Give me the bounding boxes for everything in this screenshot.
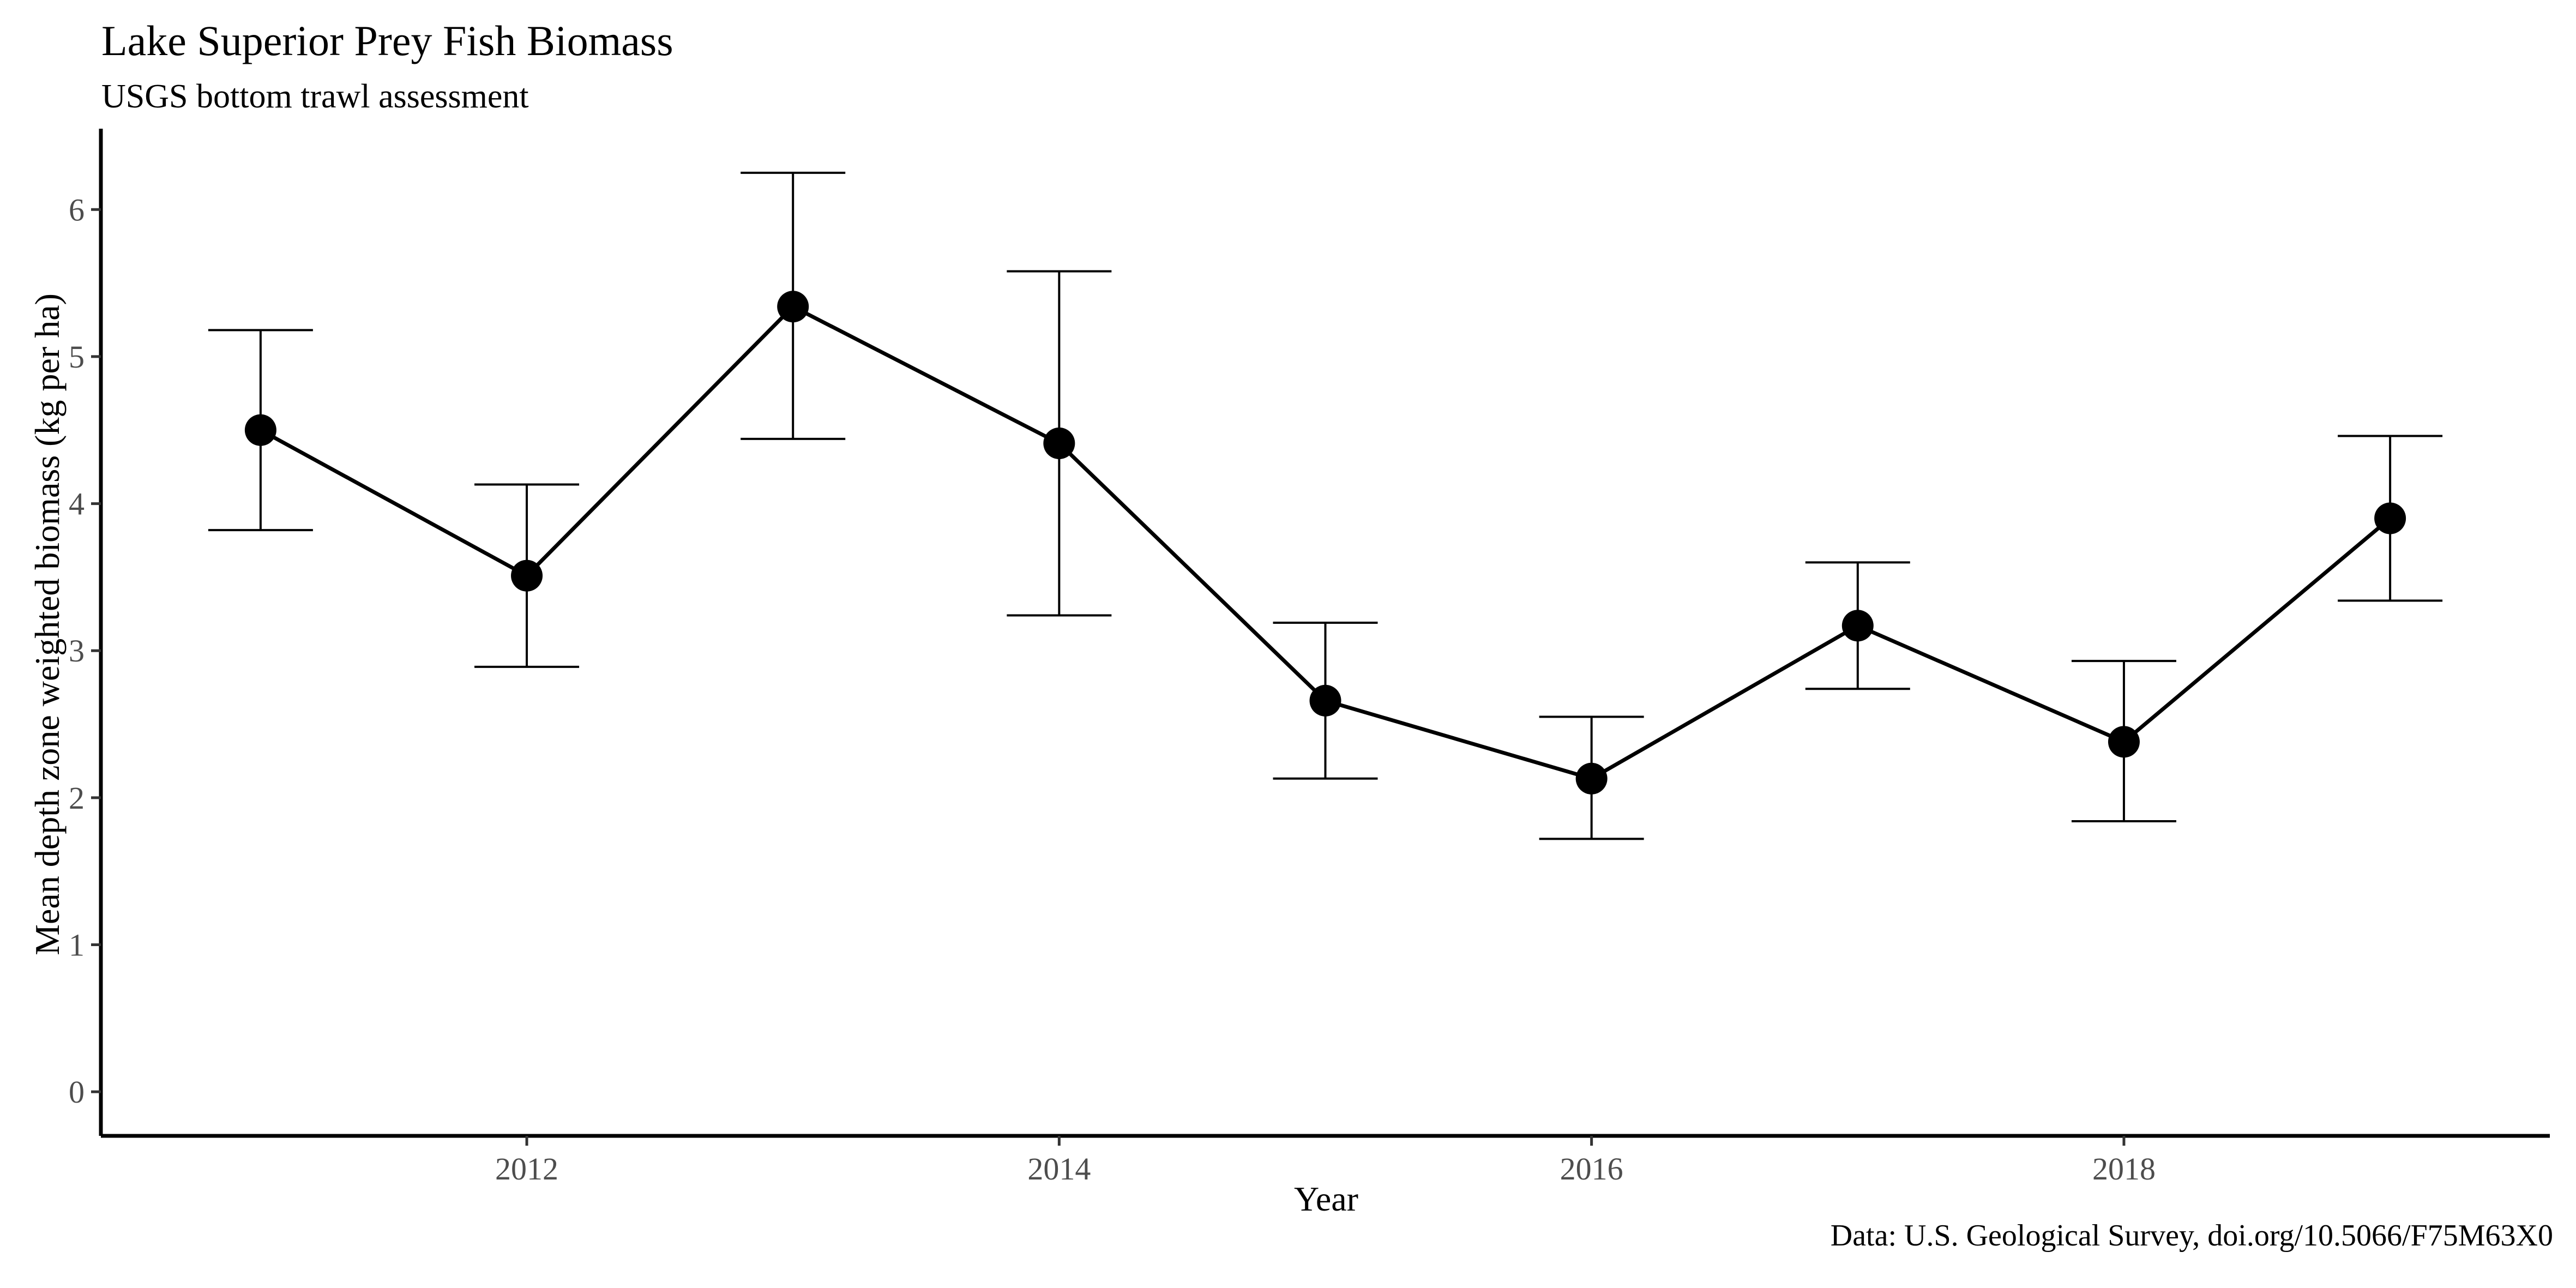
error-bars (208, 171, 2443, 840)
y-tick-label: 2 (69, 780, 85, 816)
axes (99, 129, 2550, 1138)
x-axis-title: Year (1294, 1179, 1358, 1218)
x-tick-label: 2016 (1560, 1151, 1623, 1187)
data-point (244, 414, 276, 446)
chart-subtitle: USGS bottom trawl assessment (101, 78, 529, 115)
x-tick-label: 2012 (495, 1151, 558, 1187)
data-point (511, 559, 543, 592)
x-tick-label: 2014 (1027, 1151, 1091, 1187)
y-tick-label: 4 (69, 486, 85, 522)
x-tick-label: 2018 (2092, 1151, 2156, 1187)
data-points (244, 291, 2406, 795)
data-point (2374, 502, 2406, 534)
y-tick-label: 1 (69, 927, 85, 962)
y-tick-label: 6 (69, 192, 85, 227)
data-point (1309, 684, 1341, 717)
data-point (777, 291, 809, 323)
y-axis-title: Mean depth zone weighted biomass (kg per… (28, 293, 67, 955)
y-tick-label: 0 (69, 1074, 85, 1110)
data-point (1043, 428, 1075, 460)
y-axis-ticks: 0 1 2 3 4 5 6 (69, 192, 101, 1110)
y-tick-label: 3 (69, 633, 85, 669)
chart-title: Lake Superior Prey Fish Biomass (101, 17, 673, 64)
data-point (2108, 726, 2140, 758)
data-point (1841, 610, 1874, 642)
y-tick-label: 5 (69, 339, 85, 375)
chart-caption: Data: U.S. Geological Survey, doi.org/10… (1830, 1219, 2553, 1253)
data-point (1575, 762, 1608, 795)
x-axis-ticks: 2012 2014 2016 2018 (495, 1136, 2156, 1187)
